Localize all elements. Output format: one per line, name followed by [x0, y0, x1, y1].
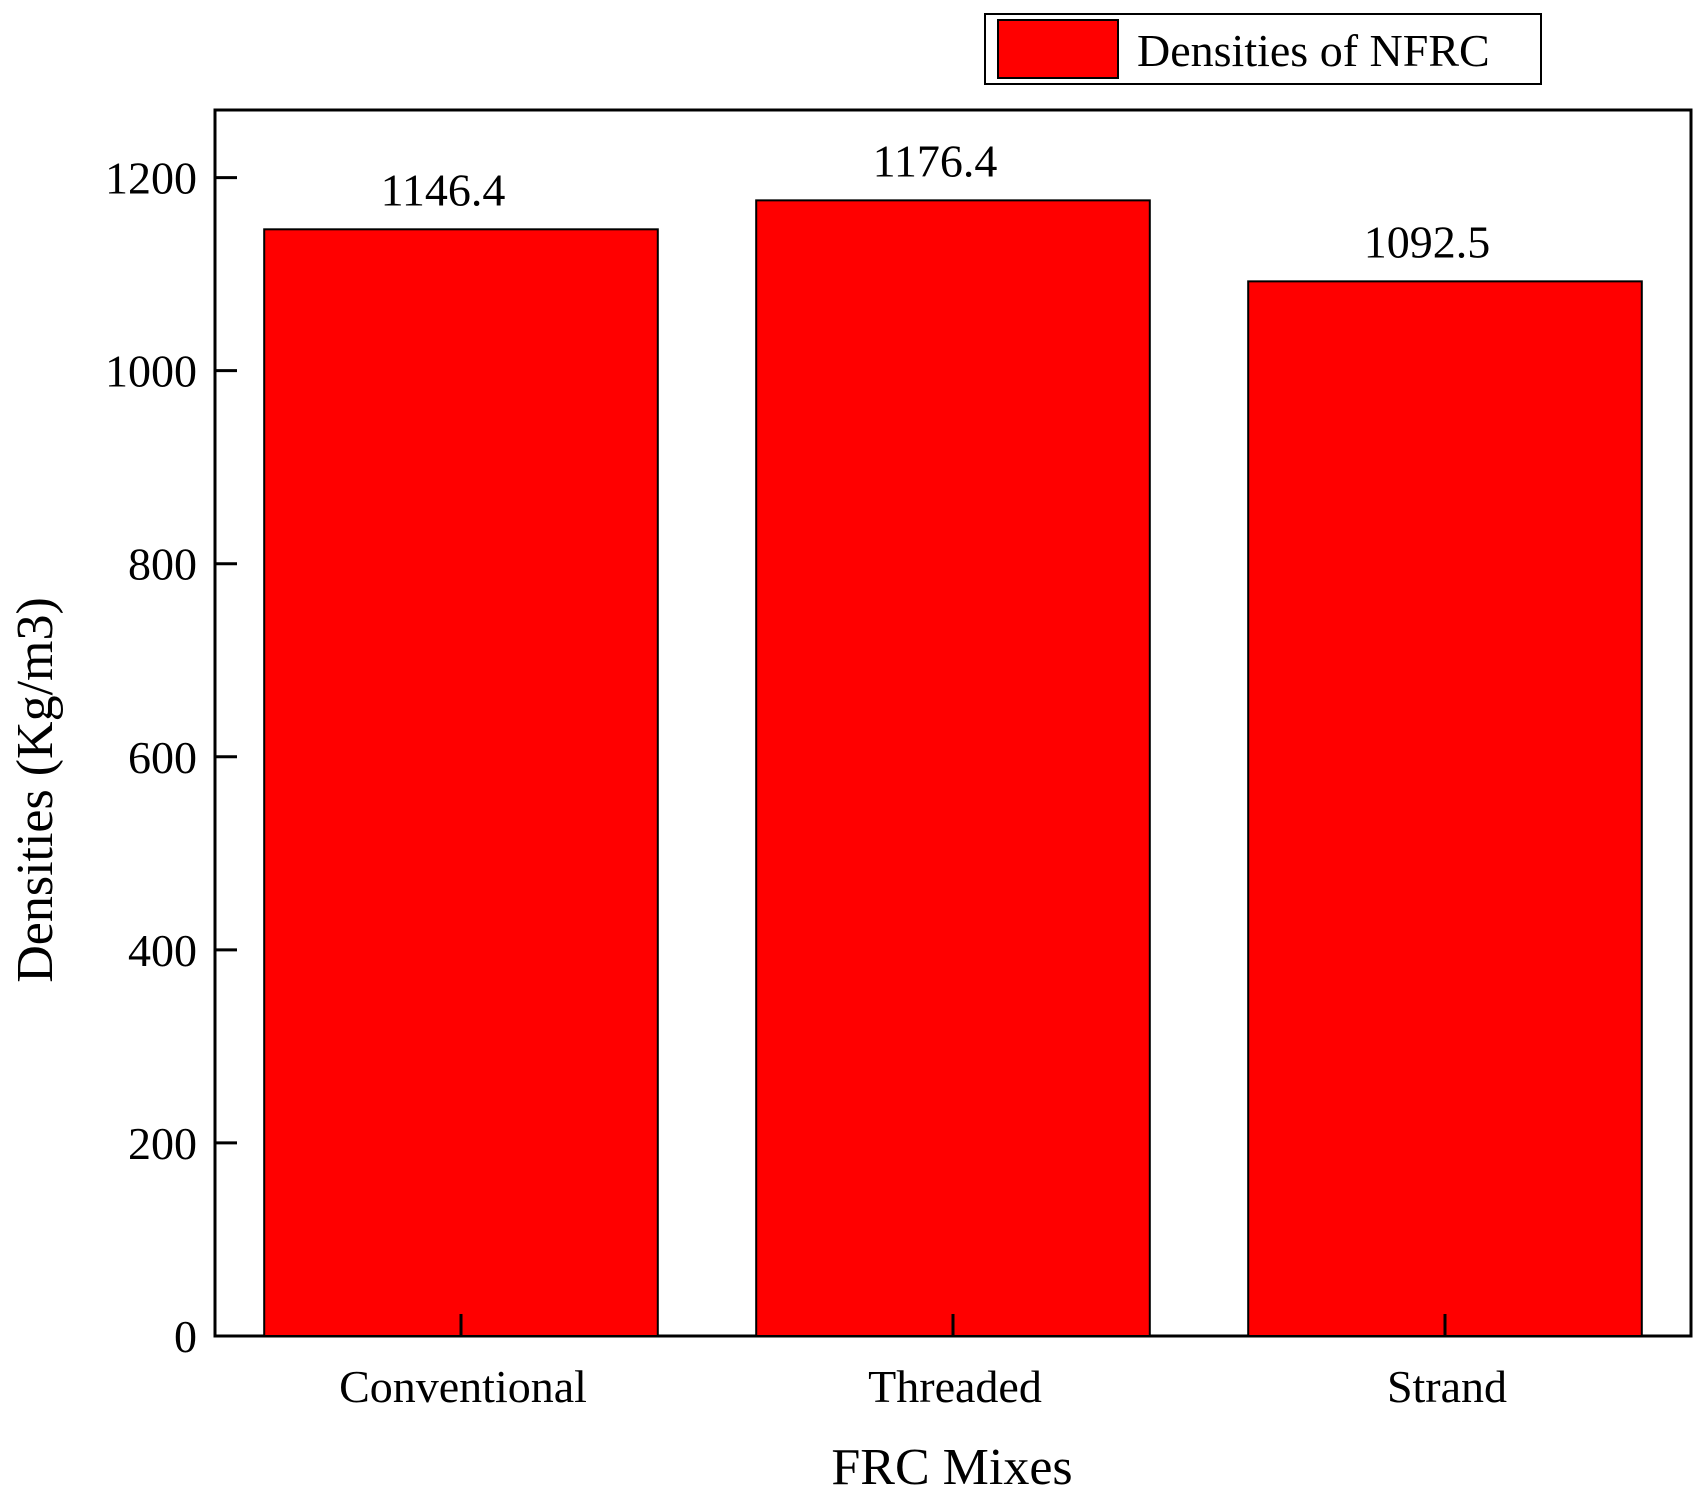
- x-tick-label: Threaded: [868, 1361, 1042, 1412]
- y-axis-title: Densities (Kg/m3): [7, 597, 64, 983]
- bar: [263, 228, 659, 1338]
- y-tick-label: 200: [128, 1118, 197, 1169]
- x-axis-title: FRC Mixes: [831, 1439, 1072, 1495]
- bar-value-label: 1176.4: [873, 135, 998, 186]
- legend: Densities of NFRC: [984, 13, 1542, 85]
- y-tick-label: 1000: [105, 346, 197, 397]
- x-tick-label: Strand: [1387, 1361, 1507, 1412]
- bar-value-label: 1146.4: [381, 164, 506, 215]
- y-tick-label: 800: [128, 539, 197, 590]
- bars: 1146.4 1176.4 1092.5: [263, 135, 1643, 1338]
- bar: [1247, 280, 1643, 1338]
- y-axis: 0 200 400 600 800 1000 1200: [105, 153, 237, 1362]
- x-axis: Conventional Threaded Strand: [339, 1314, 1507, 1412]
- bar-value-label: 1092.5: [1364, 216, 1491, 267]
- y-tick-label: 0: [174, 1311, 197, 1362]
- y-tick-label: 400: [128, 925, 197, 976]
- y-tick-label: 600: [128, 732, 197, 783]
- bar: [755, 199, 1151, 1337]
- legend-swatch: [997, 19, 1119, 79]
- legend-label: Densities of NFRC: [1137, 25, 1490, 76]
- y-tick-label: 1200: [105, 153, 197, 204]
- x-tick-label: Conventional: [339, 1361, 587, 1412]
